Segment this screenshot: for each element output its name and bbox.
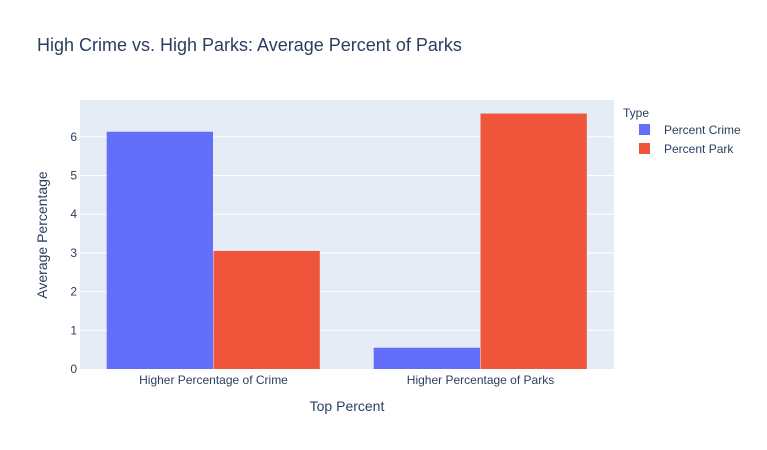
y-tick-label: 3 [70, 246, 77, 260]
legend-swatch [639, 143, 650, 154]
y-tick-label: 1 [70, 323, 77, 337]
bar-percent-crime-1[interactable] [373, 347, 480, 369]
y-tick-label: 4 [70, 207, 77, 221]
legend-item-label[interactable]: Percent Crime [664, 123, 741, 137]
bars [106, 113, 587, 370]
x-axis-title: Top Percent [310, 398, 385, 414]
legend-item-label[interactable]: Percent Park [664, 142, 734, 156]
y-tick-label: 2 [70, 285, 77, 299]
x-axis-ticks: Higher Percentage of Crime Higher Percent… [139, 373, 554, 387]
y-tick-label: 0 [70, 362, 77, 376]
bar-percent-park-1[interactable] [480, 113, 587, 370]
bar-percent-crime-0[interactable] [106, 131, 213, 369]
y-tick-label: 6 [70, 130, 77, 144]
legend: Type Percent Crime Percent Park [623, 106, 741, 156]
bar-percent-park-0[interactable] [213, 250, 320, 369]
x-tick-label: Higher Percentage of Parks [407, 373, 554, 387]
x-tick-label: Higher Percentage of Crime [139, 373, 288, 387]
y-tick-label: 5 [70, 168, 77, 182]
chart-title: High Crime vs. High Parks: Average Perce… [37, 35, 462, 55]
y-axis-title: Average Percentage [34, 171, 50, 299]
legend-title: Type [623, 106, 649, 120]
legend-swatch [639, 124, 650, 135]
y-axis-ticks: 0 1 2 3 4 5 6 [70, 130, 77, 376]
